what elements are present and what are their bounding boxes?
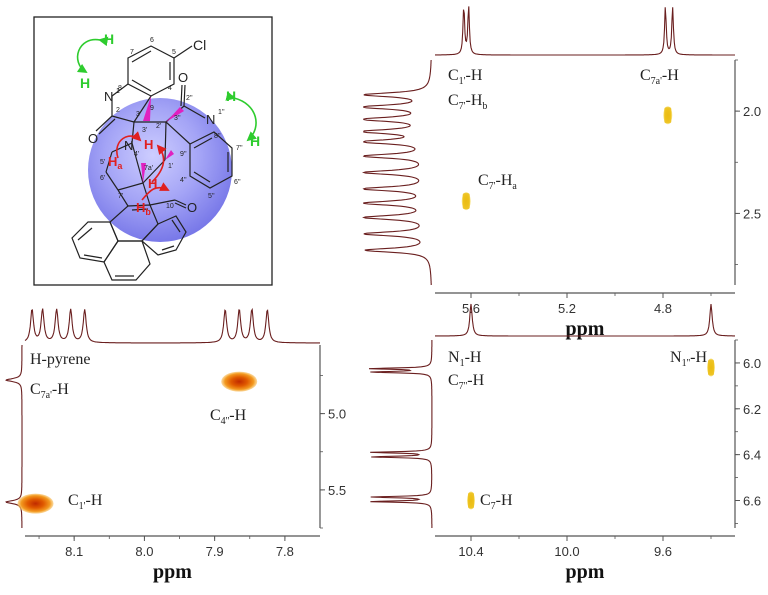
peak-assignment-label: N1-H bbox=[448, 349, 482, 369]
y-tick-label: 6.0 bbox=[743, 356, 761, 371]
spectrum-panel-bottom-right: 10.4 10.0 9.6 ppm 6.0 6.2 6.4 6.6 N1-H N1''-H C7''… bbox=[368, 303, 761, 583]
locant-1pp: 1'' bbox=[218, 109, 225, 116]
atom-h-7a: Ha bbox=[108, 154, 123, 171]
atom-h-n1: H bbox=[80, 75, 90, 91]
atom-o-10: O bbox=[187, 200, 197, 215]
locant-3prime: 3' bbox=[142, 127, 147, 134]
x-tick-label: 5.2 bbox=[558, 301, 576, 316]
locant-3: 3 bbox=[136, 111, 140, 118]
left-projection-trace bbox=[5, 345, 23, 528]
peak-assignment-label: C7''-H bbox=[448, 372, 485, 392]
locant-2prime: 2' bbox=[156, 123, 161, 130]
locant-9: 9 bbox=[150, 105, 154, 112]
x-tick-label: 4.8 bbox=[654, 301, 672, 316]
locant-4prime: 4' bbox=[134, 151, 139, 158]
peak-assignment-label: C7'-Hb bbox=[448, 92, 487, 112]
locant-7pp: 7'' bbox=[236, 145, 243, 152]
atom-h-7: H bbox=[104, 31, 114, 47]
x-tick-label: 10.4 bbox=[458, 544, 483, 559]
noe-arrow-green-right bbox=[225, 91, 257, 142]
atom-n1: N bbox=[104, 89, 113, 104]
cross-peak-1 bbox=[221, 371, 258, 392]
locant-5prime: 5' bbox=[100, 159, 105, 166]
top-projection-trace bbox=[24, 307, 320, 344]
atom-h-3prime: H bbox=[144, 137, 153, 152]
x-axis-title: ppm bbox=[153, 561, 192, 583]
peak-assignment-label: C1'-H bbox=[448, 67, 483, 87]
locant-8pp: 8'' bbox=[214, 133, 221, 140]
locant-2pp: 2'' bbox=[186, 95, 193, 102]
noe-arrow-red-2 bbox=[151, 144, 167, 183]
noe-arrow-red-3 bbox=[141, 182, 170, 201]
atom-n1pp: N bbox=[206, 112, 215, 127]
cross-peak-core bbox=[708, 359, 714, 376]
y-tick-label: 6.4 bbox=[743, 448, 761, 463]
peak-assignment-label: C7a'-H bbox=[30, 381, 69, 401]
peak-assignment-label: C1'-H bbox=[68, 492, 103, 512]
x-tick-label: 7.9 bbox=[206, 544, 224, 559]
locant-7a-prime: 7a' bbox=[144, 165, 153, 172]
locant-6prime: 6' bbox=[100, 175, 105, 182]
y-tick-label: 5.0 bbox=[328, 407, 346, 422]
y-tick-label: 6.6 bbox=[743, 493, 761, 508]
locant-6: 6 bbox=[150, 37, 154, 44]
x-axis-title: ppm bbox=[566, 561, 605, 583]
locant-1: 1 bbox=[116, 88, 120, 95]
cross-peak-2 bbox=[17, 493, 54, 514]
locant-5pp: 5'' bbox=[208, 193, 215, 200]
x-tick-label: 9.6 bbox=[654, 544, 672, 559]
y-tick-label: 5.5 bbox=[328, 483, 346, 498]
x-axis-title: ppm bbox=[566, 318, 605, 340]
left-projection-trace bbox=[368, 340, 433, 528]
atom-cl: Cl bbox=[193, 37, 206, 53]
y-tick-label: 2.5 bbox=[743, 206, 761, 221]
locant-3pp: 3'' bbox=[174, 115, 181, 122]
atom-h-7pp: H bbox=[250, 133, 260, 149]
x-tick-label: 7.8 bbox=[276, 544, 294, 559]
x-tick-label: 8.1 bbox=[65, 544, 83, 559]
sphere-highlight bbox=[88, 98, 232, 242]
noe-arrow-green-left bbox=[76, 36, 109, 74]
cross-peak-core bbox=[468, 492, 474, 509]
y-tick-label: 2.0 bbox=[743, 104, 761, 119]
wedge-bonds bbox=[141, 96, 184, 183]
cross-peak-core bbox=[462, 193, 470, 210]
locant-6pp: 6'' bbox=[234, 179, 241, 186]
bond-lines bbox=[71, 45, 233, 281]
locant-4pp: 4'' bbox=[180, 177, 187, 184]
molecule-structure: Cl H H H H H H Ha Hb N N O O O N 7 6 5 4… bbox=[33, 16, 273, 286]
locant-10: 10 bbox=[166, 203, 174, 210]
spectrum-panel-bottom-left: 8.1 8.0 7.9 7.8 ppm 5.0 5.5 H-pyrene C7a'-H C4''-… bbox=[5, 307, 346, 583]
peak-assignment-label: H-pyrene bbox=[30, 351, 90, 368]
peak-assignment-label: C4''-H bbox=[210, 407, 247, 427]
peak-assignment-label: C7a'-H bbox=[640, 67, 679, 87]
locant-8: 8 bbox=[118, 85, 122, 92]
x-tick-label: 8.0 bbox=[135, 544, 153, 559]
atom-h-n1pp: H bbox=[226, 88, 236, 104]
peak-assignment-label: C7'-Ha bbox=[478, 172, 517, 192]
locant-2: 2 bbox=[116, 107, 120, 114]
locant-9pp: 9'' bbox=[180, 151, 187, 158]
atom-h-2prime: H bbox=[148, 176, 157, 191]
atom-o-2: O bbox=[88, 131, 98, 146]
x-tick-label: 10.0 bbox=[554, 544, 579, 559]
locant-5: 5 bbox=[172, 49, 176, 56]
top-projection-trace bbox=[435, 6, 735, 56]
left-projection-trace bbox=[361, 60, 432, 285]
peak-assignment-label: C7-H bbox=[480, 492, 513, 512]
locant-1prime: 1' bbox=[168, 163, 173, 170]
atom-h-7b: Hb bbox=[136, 200, 151, 217]
cross-peak-core bbox=[664, 107, 672, 124]
atom-o-2pp: O bbox=[178, 70, 188, 85]
top-projection-trace bbox=[435, 303, 735, 337]
y-tick-label: 6.2 bbox=[743, 402, 761, 417]
locant-7: 7 bbox=[130, 49, 134, 56]
locant-4: 4 bbox=[168, 85, 172, 92]
locant-7prime: 7' bbox=[118, 193, 123, 200]
peak-assignment-label: N1''-H bbox=[670, 349, 708, 369]
noe-arrow-red-1 bbox=[116, 131, 142, 159]
atom-n4prime: N bbox=[124, 138, 133, 153]
